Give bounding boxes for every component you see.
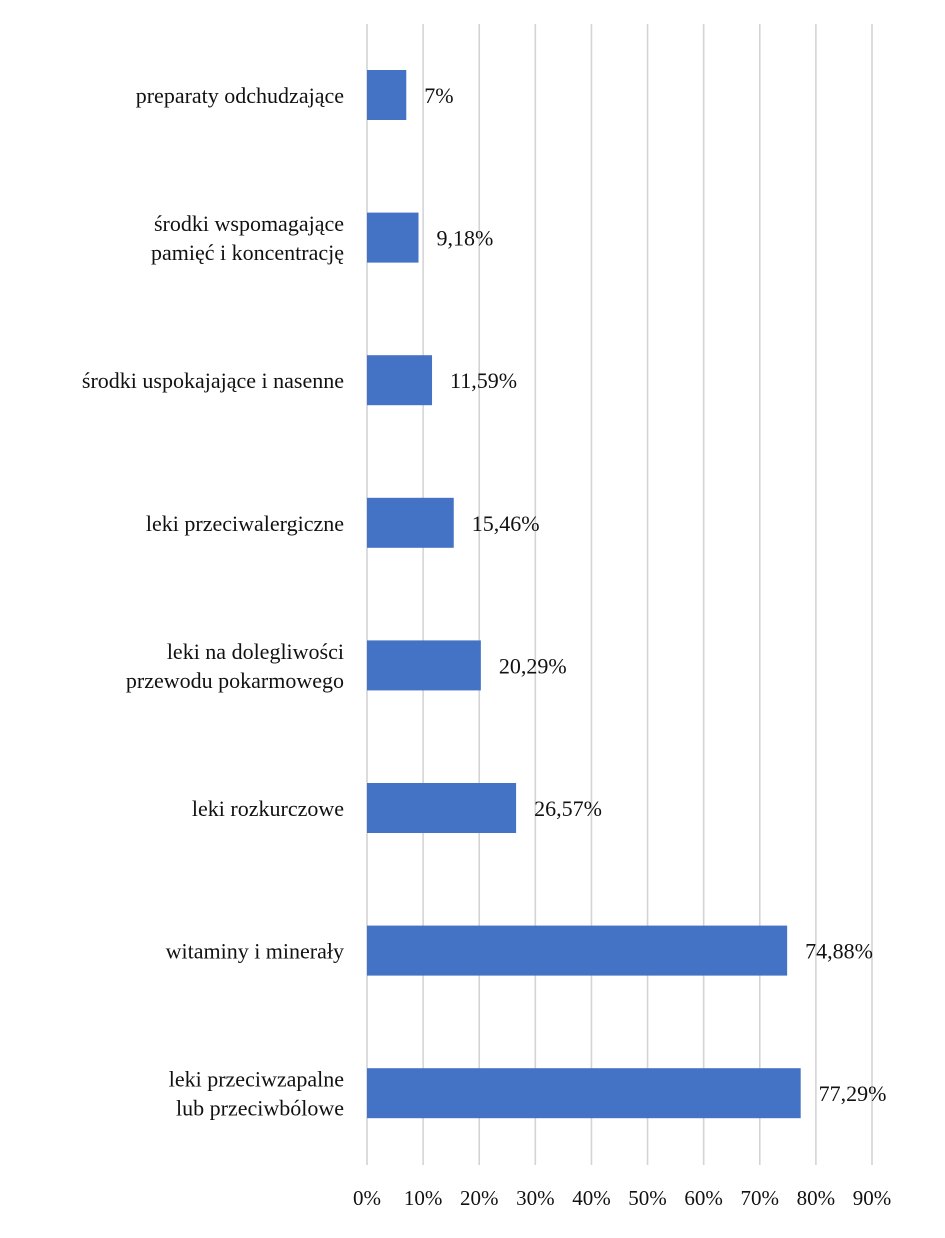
x-tick-label: 40% <box>572 1186 611 1210</box>
data-label: 9,18% <box>437 226 494 251</box>
x-tick-label: 0% <box>353 1186 381 1210</box>
data-label: 15,46% <box>472 511 540 536</box>
bar <box>367 925 788 976</box>
bars <box>367 70 801 1119</box>
bar <box>367 1068 801 1119</box>
category-label: leki przeciwzapalne lub przeciwbólowe <box>169 1067 344 1121</box>
x-tick-label: 20% <box>460 1186 499 1210</box>
data-labels: 7% 9,18% 11,59% 15,46% 20,29% 26,57% 74,88% 77,… <box>424 83 886 1106</box>
category-label: środki uspokajające i nasenne <box>82 368 344 393</box>
x-tick-label: 70% <box>741 1186 780 1210</box>
bar <box>367 497 454 548</box>
bar <box>367 355 433 406</box>
bar <box>367 640 481 691</box>
x-tick-label: 80% <box>797 1186 836 1210</box>
category-label: leki przeciwalergiczne <box>146 511 344 536</box>
category-labels: preparaty odchudzające środki wspomagając… <box>82 83 344 1121</box>
bar <box>367 70 407 120</box>
x-tick-label: 30% <box>516 1186 555 1210</box>
bar <box>367 212 419 263</box>
data-label: 26,57% <box>534 796 602 821</box>
x-tick-label: 90% <box>853 1186 892 1210</box>
category-label: środki wspomagające pamięć i koncentrację <box>151 211 344 265</box>
x-axis-ticks: 0% 10% 20% 30% 40% 50% 60% 70% 80% 90% <box>353 1186 891 1210</box>
category-label: witaminy i minerały <box>166 939 344 964</box>
category-label: preparaty odchudzające <box>136 83 344 108</box>
x-tick-label: 10% <box>404 1186 443 1210</box>
data-label: 11,59% <box>450 368 517 393</box>
category-label: leki na dolegliwości przewodu pokarmowego <box>126 639 344 693</box>
data-label: 7% <box>424 83 453 108</box>
x-tick-label: 50% <box>628 1186 667 1210</box>
data-label: 20,29% <box>499 653 567 678</box>
gridlines <box>366 24 873 1165</box>
bar <box>367 783 517 833</box>
data-label: 74,88% <box>805 939 873 964</box>
data-label: 77,29% <box>819 1081 887 1106</box>
category-label: leki rozkurczowe <box>192 796 344 821</box>
x-tick-label: 60% <box>684 1186 723 1210</box>
